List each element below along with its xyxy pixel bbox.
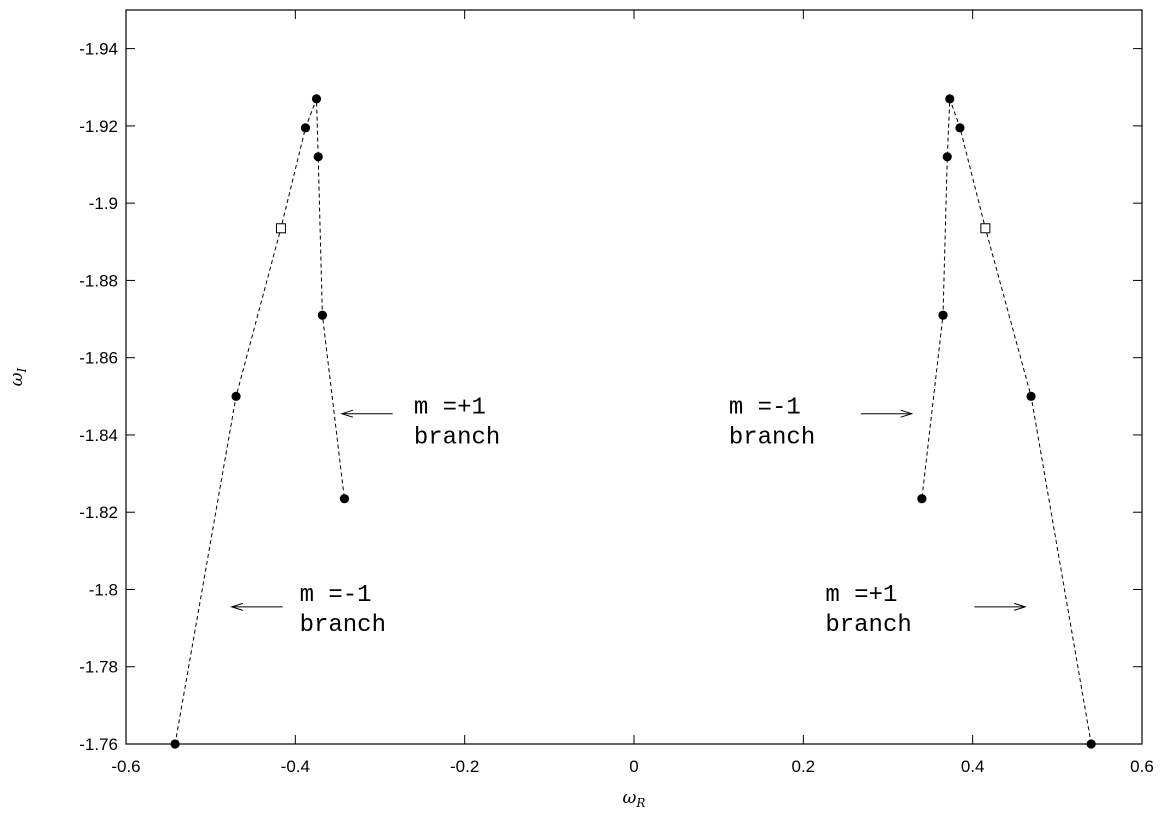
annotation-right-upper: m =-1 branch bbox=[729, 395, 914, 452]
annotations: m =+1 branch m =-1 branch m =-1 branch m =+1 br… bbox=[230, 395, 1027, 639]
open-square-marker bbox=[980, 223, 991, 234]
y-tick-label: -1.76 bbox=[79, 735, 118, 754]
x-tick-labels: -0.6 -0.4 -0.2 0 0.2 0.4 0.6 bbox=[111, 757, 1153, 776]
filled-circle-marker bbox=[231, 391, 241, 401]
annotation-right-lower: m =+1 branch bbox=[825, 582, 1027, 639]
y-axis-label: ωI bbox=[7, 367, 29, 386]
x-tick-label: 0 bbox=[629, 757, 638, 776]
series-line-2 bbox=[921, 98, 1092, 745]
annotation-line: branch bbox=[729, 425, 815, 452]
x-tick-label: -0.2 bbox=[450, 757, 479, 776]
arrow-head bbox=[340, 409, 354, 418]
x-tick-label: 0.2 bbox=[792, 757, 816, 776]
filled-circle-marker bbox=[170, 739, 180, 749]
y-tick-label: -1.78 bbox=[79, 658, 118, 677]
filled-circle-marker bbox=[300, 123, 311, 133]
x-axis-label-sub: R bbox=[635, 796, 645, 810]
open-square-marker bbox=[275, 223, 286, 234]
y-tick-label: -1.88 bbox=[79, 271, 118, 290]
y-tick-label: -1.82 bbox=[79, 503, 118, 522]
filled-circle-marker bbox=[1026, 391, 1036, 401]
annotation-text: m =+1 branch bbox=[825, 582, 911, 639]
x-tick-label: -0.6 bbox=[111, 757, 140, 776]
annotation-text: m =+1 branch bbox=[414, 395, 500, 452]
y-tick-label: -1.86 bbox=[79, 349, 118, 368]
plot-frame bbox=[125, 9, 1143, 745]
y-axis-label-main: ω bbox=[7, 372, 27, 386]
arrow-head bbox=[1014, 602, 1027, 611]
annotation-line: branch bbox=[825, 612, 911, 639]
filled-circle-marker bbox=[942, 152, 952, 162]
annotation-left-upper: m =+1 branch bbox=[340, 395, 500, 452]
annotation-left-lower: m =-1 branch bbox=[230, 582, 386, 639]
y-tick-label: -1.84 bbox=[79, 426, 118, 445]
series-line-1 bbox=[174, 98, 345, 745]
arrow-head bbox=[230, 602, 243, 611]
filled-circle-marker bbox=[955, 123, 965, 133]
y-axis-label-sub: I bbox=[15, 367, 29, 373]
filled-circle-marker bbox=[938, 310, 948, 320]
annotation-line: m =+1 bbox=[825, 582, 897, 609]
filled-circle-marker bbox=[313, 152, 323, 162]
annotation-text: m =-1 branch bbox=[300, 582, 386, 639]
annotation-line: m =-1 bbox=[300, 582, 372, 609]
markers bbox=[170, 94, 1096, 749]
y-tick-label: -1.92 bbox=[79, 117, 118, 136]
filled-circle-marker bbox=[339, 494, 350, 504]
annotation-line: m =-1 bbox=[729, 395, 801, 422]
annotation-line: branch bbox=[300, 612, 386, 639]
x-axis-label: ωR bbox=[623, 788, 646, 810]
curves bbox=[174, 98, 1092, 745]
filled-circle-marker bbox=[317, 310, 328, 320]
annotation-text: m =-1 branch bbox=[729, 395, 815, 452]
axis-ticks bbox=[125, 10, 1143, 745]
y-tick-label: -1.8 bbox=[89, 580, 118, 599]
y-tick-labels: -1.94 -1.92 -1.9 -1.88 -1.86 -1.84 -1.82 -1.8 -1… bbox=[79, 40, 118, 754]
x-tick-label: 0.6 bbox=[1130, 757, 1154, 776]
y-tick-label: -1.9 bbox=[89, 194, 118, 213]
annotation-line: branch bbox=[414, 425, 500, 452]
filled-circle-marker bbox=[311, 94, 322, 104]
x-axis-label-main: ω bbox=[623, 788, 637, 808]
x-tick-label: -0.4 bbox=[281, 757, 310, 776]
filled-circle-marker bbox=[1086, 739, 1096, 749]
filled-circle-marker bbox=[945, 94, 955, 104]
arrow-head bbox=[900, 409, 914, 418]
filled-circle-marker bbox=[917, 494, 927, 504]
annotation-line: m =+1 bbox=[414, 395, 486, 422]
y-tick-label: -1.94 bbox=[79, 40, 118, 59]
x-tick-label: 0.4 bbox=[961, 757, 985, 776]
